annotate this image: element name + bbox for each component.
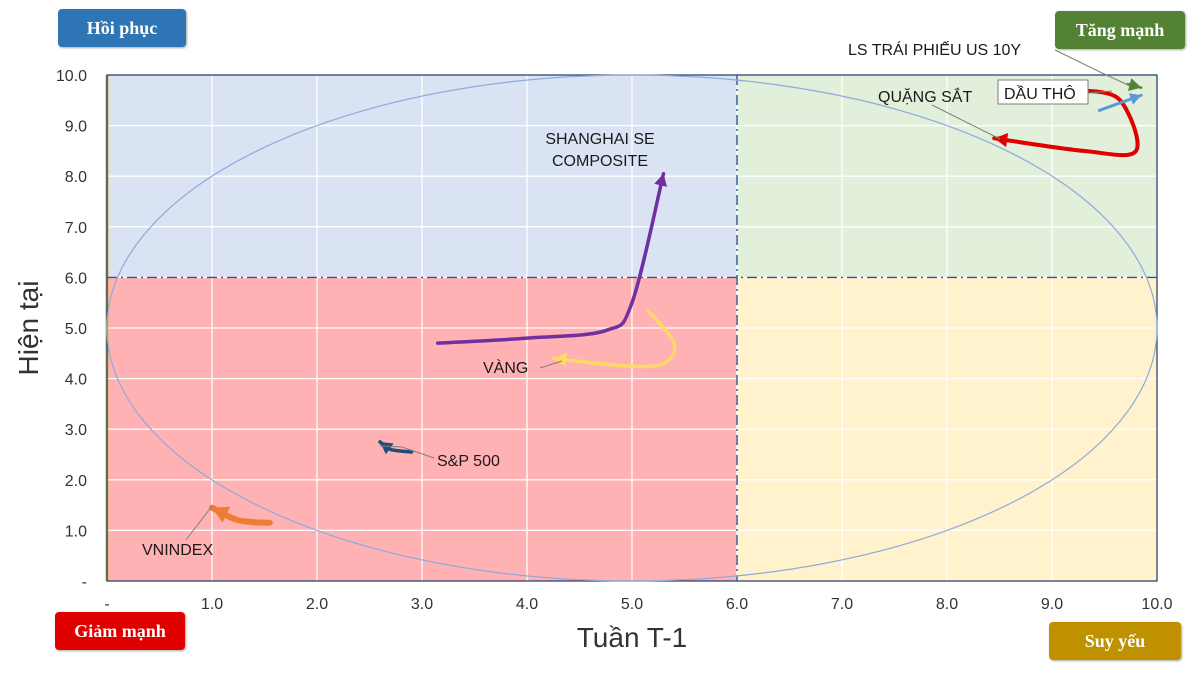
y-tick-label: 4.0 bbox=[65, 372, 87, 389]
series-shanghai-se-composite-arrowhead bbox=[654, 173, 668, 187]
x-tick-label: 7.0 bbox=[831, 596, 853, 613]
series-qu-ng-s-t-path bbox=[992, 88, 1140, 158]
label-dau-tho-box bbox=[997, 79, 1089, 105]
label-shanghai-line1: SHANGHAI SE bbox=[545, 131, 654, 148]
y-tick-label: 5.0 bbox=[65, 321, 87, 338]
y-tick-label: - bbox=[82, 574, 87, 591]
x-tick-label: 6.0 bbox=[726, 596, 748, 613]
x-tick-label: 5.0 bbox=[621, 596, 643, 613]
x-axis-title: Tuần T-1 bbox=[577, 622, 688, 653]
leader-line bbox=[185, 505, 213, 541]
series-d-u-th-arrowhead bbox=[1128, 93, 1142, 105]
badge-giam-manh: Giảm mạnh bbox=[55, 612, 185, 650]
y-axis-ticks: - 1.0 2.0 3.0 4.0 5.0 6.0 7.0 8.0 9.0 10.0 bbox=[56, 68, 87, 591]
label-dau-tho: DẦU THÔ bbox=[1004, 84, 1076, 103]
badge-suy-yeu: Suy yếu bbox=[1049, 622, 1181, 660]
x-tick-label: - bbox=[104, 596, 109, 613]
x-tick-label: 8.0 bbox=[936, 596, 958, 613]
leader-line bbox=[931, 104, 1001, 140]
x-tick-label: 4.0 bbox=[516, 596, 538, 613]
x-tick-label: 1.0 bbox=[201, 596, 223, 613]
leader-line bbox=[1087, 90, 1113, 94]
x-tick-label: 9.0 bbox=[1041, 596, 1063, 613]
label-quang-sat: QUẶNG SẮT bbox=[878, 87, 972, 106]
label-leader-lines bbox=[185, 49, 1131, 541]
y-tick-label: 2.0 bbox=[65, 473, 87, 490]
label-ls-trai-phieu: LS TRÁI PHIẾU US 10Y bbox=[848, 40, 1021, 59]
series-v-ng-path bbox=[551, 308, 677, 369]
series-qu-ng-s-t-arrowhead bbox=[994, 132, 1009, 148]
y-tick-label: 7.0 bbox=[65, 220, 87, 237]
label-vnindex: VNINDEX bbox=[142, 542, 213, 559]
badge-hoi-phuc: Hồi phục bbox=[58, 9, 186, 47]
reference-ellipse bbox=[106, 74, 1158, 582]
x-axis-ticks: - 1.0 2.0 3.0 4.0 5.0 6.0 7.0 8.0 9.0 10.0 bbox=[104, 596, 1172, 613]
y-tick-label: 10.0 bbox=[56, 68, 87, 85]
y-tick-label: 8.0 bbox=[65, 169, 87, 186]
y-tick-label: 6.0 bbox=[65, 270, 87, 287]
label-shanghai-line2: COMPOSITE bbox=[552, 153, 648, 170]
leader-line bbox=[379, 445, 435, 459]
badge-tang-manh: Tăng mạnh bbox=[1055, 11, 1185, 49]
series-ls-tr-i-phi-u-us-10y-arrowhead bbox=[1127, 78, 1142, 92]
series-labels: SHANGHAI SE COMPOSITE VÀNG S&P 500 VNIND… bbox=[142, 40, 1089, 559]
y-tick-label: 9.0 bbox=[65, 119, 87, 136]
series-vnindex-arrowhead bbox=[212, 506, 231, 523]
x-tick-label: 2.0 bbox=[306, 596, 328, 613]
x-tick-label: 10.0 bbox=[1141, 596, 1172, 613]
label-vang: VÀNG bbox=[483, 358, 528, 377]
leader-line bbox=[539, 360, 563, 369]
leader-line bbox=[1054, 49, 1131, 87]
series-shanghai-se-composite-path bbox=[436, 171, 666, 345]
y-tick-label: 1.0 bbox=[65, 523, 87, 540]
label-sp500: S&P 500 bbox=[437, 453, 500, 470]
x-tick-label: 3.0 bbox=[411, 596, 433, 613]
y-axis-title: Hiện tại bbox=[13, 281, 44, 376]
quadrant-dividers bbox=[107, 75, 1157, 581]
series-v-ng-arrowhead bbox=[553, 352, 567, 367]
y-tick-label: 3.0 bbox=[65, 422, 87, 439]
series-s-p-500-arrowhead bbox=[380, 441, 394, 455]
series-paths bbox=[209, 78, 1143, 526]
